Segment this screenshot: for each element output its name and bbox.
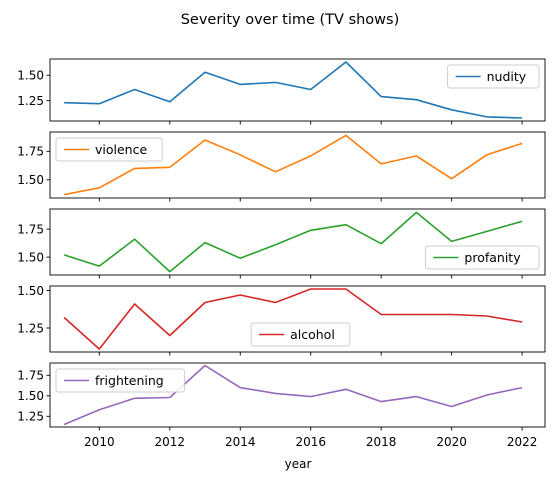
nudity-legend-label: nudity bbox=[487, 69, 527, 84]
frightening-legend-box bbox=[55, 368, 185, 393]
profanity-legend: profanity bbox=[424, 245, 540, 270]
violence-legend: violence bbox=[55, 137, 163, 162]
profanity-ytick-label: 1.50 bbox=[17, 250, 44, 264]
frightening-series-line bbox=[63, 364, 523, 426]
nudity-legend: nudity bbox=[447, 64, 540, 89]
chart-title: Severity over time (TV shows) bbox=[181, 12, 400, 28]
frightening-axes-frame bbox=[49, 362, 546, 428]
frightening-ytick-label: 1.50 bbox=[17, 389, 44, 403]
nudity-ytick-label: 1.25 bbox=[17, 94, 44, 108]
violence-axes-frame bbox=[49, 131, 546, 199]
violence-ytick-label: 1.50 bbox=[17, 173, 44, 187]
alcohol-legend-box bbox=[250, 322, 351, 347]
xtick-label-2022: 2022 bbox=[507, 435, 538, 449]
xtick-label-2018: 2018 bbox=[366, 435, 397, 449]
panel-frightening: 1.25 1.50 1.75 frightening bbox=[17, 362, 546, 431]
alcohol-legend-label: alcohol bbox=[290, 327, 335, 342]
xtick-label-2010: 2010 bbox=[84, 435, 115, 449]
panels: 1.25 1.50 nudity 1.50 1.75 violence 1.50 1.75 pr… bbox=[17, 58, 546, 431]
x-axis-label: year bbox=[285, 457, 312, 471]
xtick-label-2020: 2020 bbox=[436, 435, 467, 449]
alcohol-legend: alcohol bbox=[250, 322, 351, 347]
frightening-legend: frightening bbox=[55, 368, 185, 393]
profanity-series-line bbox=[63, 211, 523, 273]
x-axis: 2010 2012 2014 2016 2018 2020 2022 bbox=[84, 435, 537, 449]
violence-ytick-label: 1.75 bbox=[17, 145, 44, 159]
frightening-legend-label: frightening bbox=[95, 373, 164, 388]
nudity-axes-frame bbox=[49, 58, 546, 122]
nudity-legend-box bbox=[447, 64, 540, 89]
profanity-legend-box bbox=[424, 245, 540, 270]
profanity-ytick-label: 1.75 bbox=[17, 222, 44, 236]
alcohol-series-line bbox=[63, 288, 523, 350]
violence-legend-box bbox=[55, 137, 163, 162]
violence-series-line bbox=[63, 134, 523, 196]
panel-profanity: 1.50 1.75 profanity bbox=[17, 208, 546, 279]
profanity-legend-label: profanity bbox=[464, 250, 521, 265]
frightening-ytick-label: 1.25 bbox=[17, 410, 44, 424]
violence-legend-label: violence bbox=[95, 142, 147, 157]
panel-alcohol: 1.25 1.50 alcohol bbox=[17, 284, 546, 356]
alcohol-ytick-label: 1.50 bbox=[17, 284, 44, 298]
nudity-series-line bbox=[64, 61, 523, 119]
panel-violence: 1.50 1.75 violence bbox=[17, 131, 546, 202]
panel-nudity: 1.25 1.50 nudity bbox=[17, 58, 546, 125]
xtick-label-2012: 2012 bbox=[155, 435, 186, 449]
xtick-label-2016: 2016 bbox=[295, 435, 326, 449]
nudity-ytick-label: 1.50 bbox=[17, 69, 44, 83]
xtick-label-2014: 2014 bbox=[225, 435, 256, 449]
frightening-ytick-label: 1.75 bbox=[17, 369, 44, 383]
alcohol-axes-frame bbox=[49, 285, 546, 353]
alcohol-ytick-label: 1.25 bbox=[17, 321, 44, 335]
profanity-axes-frame bbox=[49, 208, 546, 276]
